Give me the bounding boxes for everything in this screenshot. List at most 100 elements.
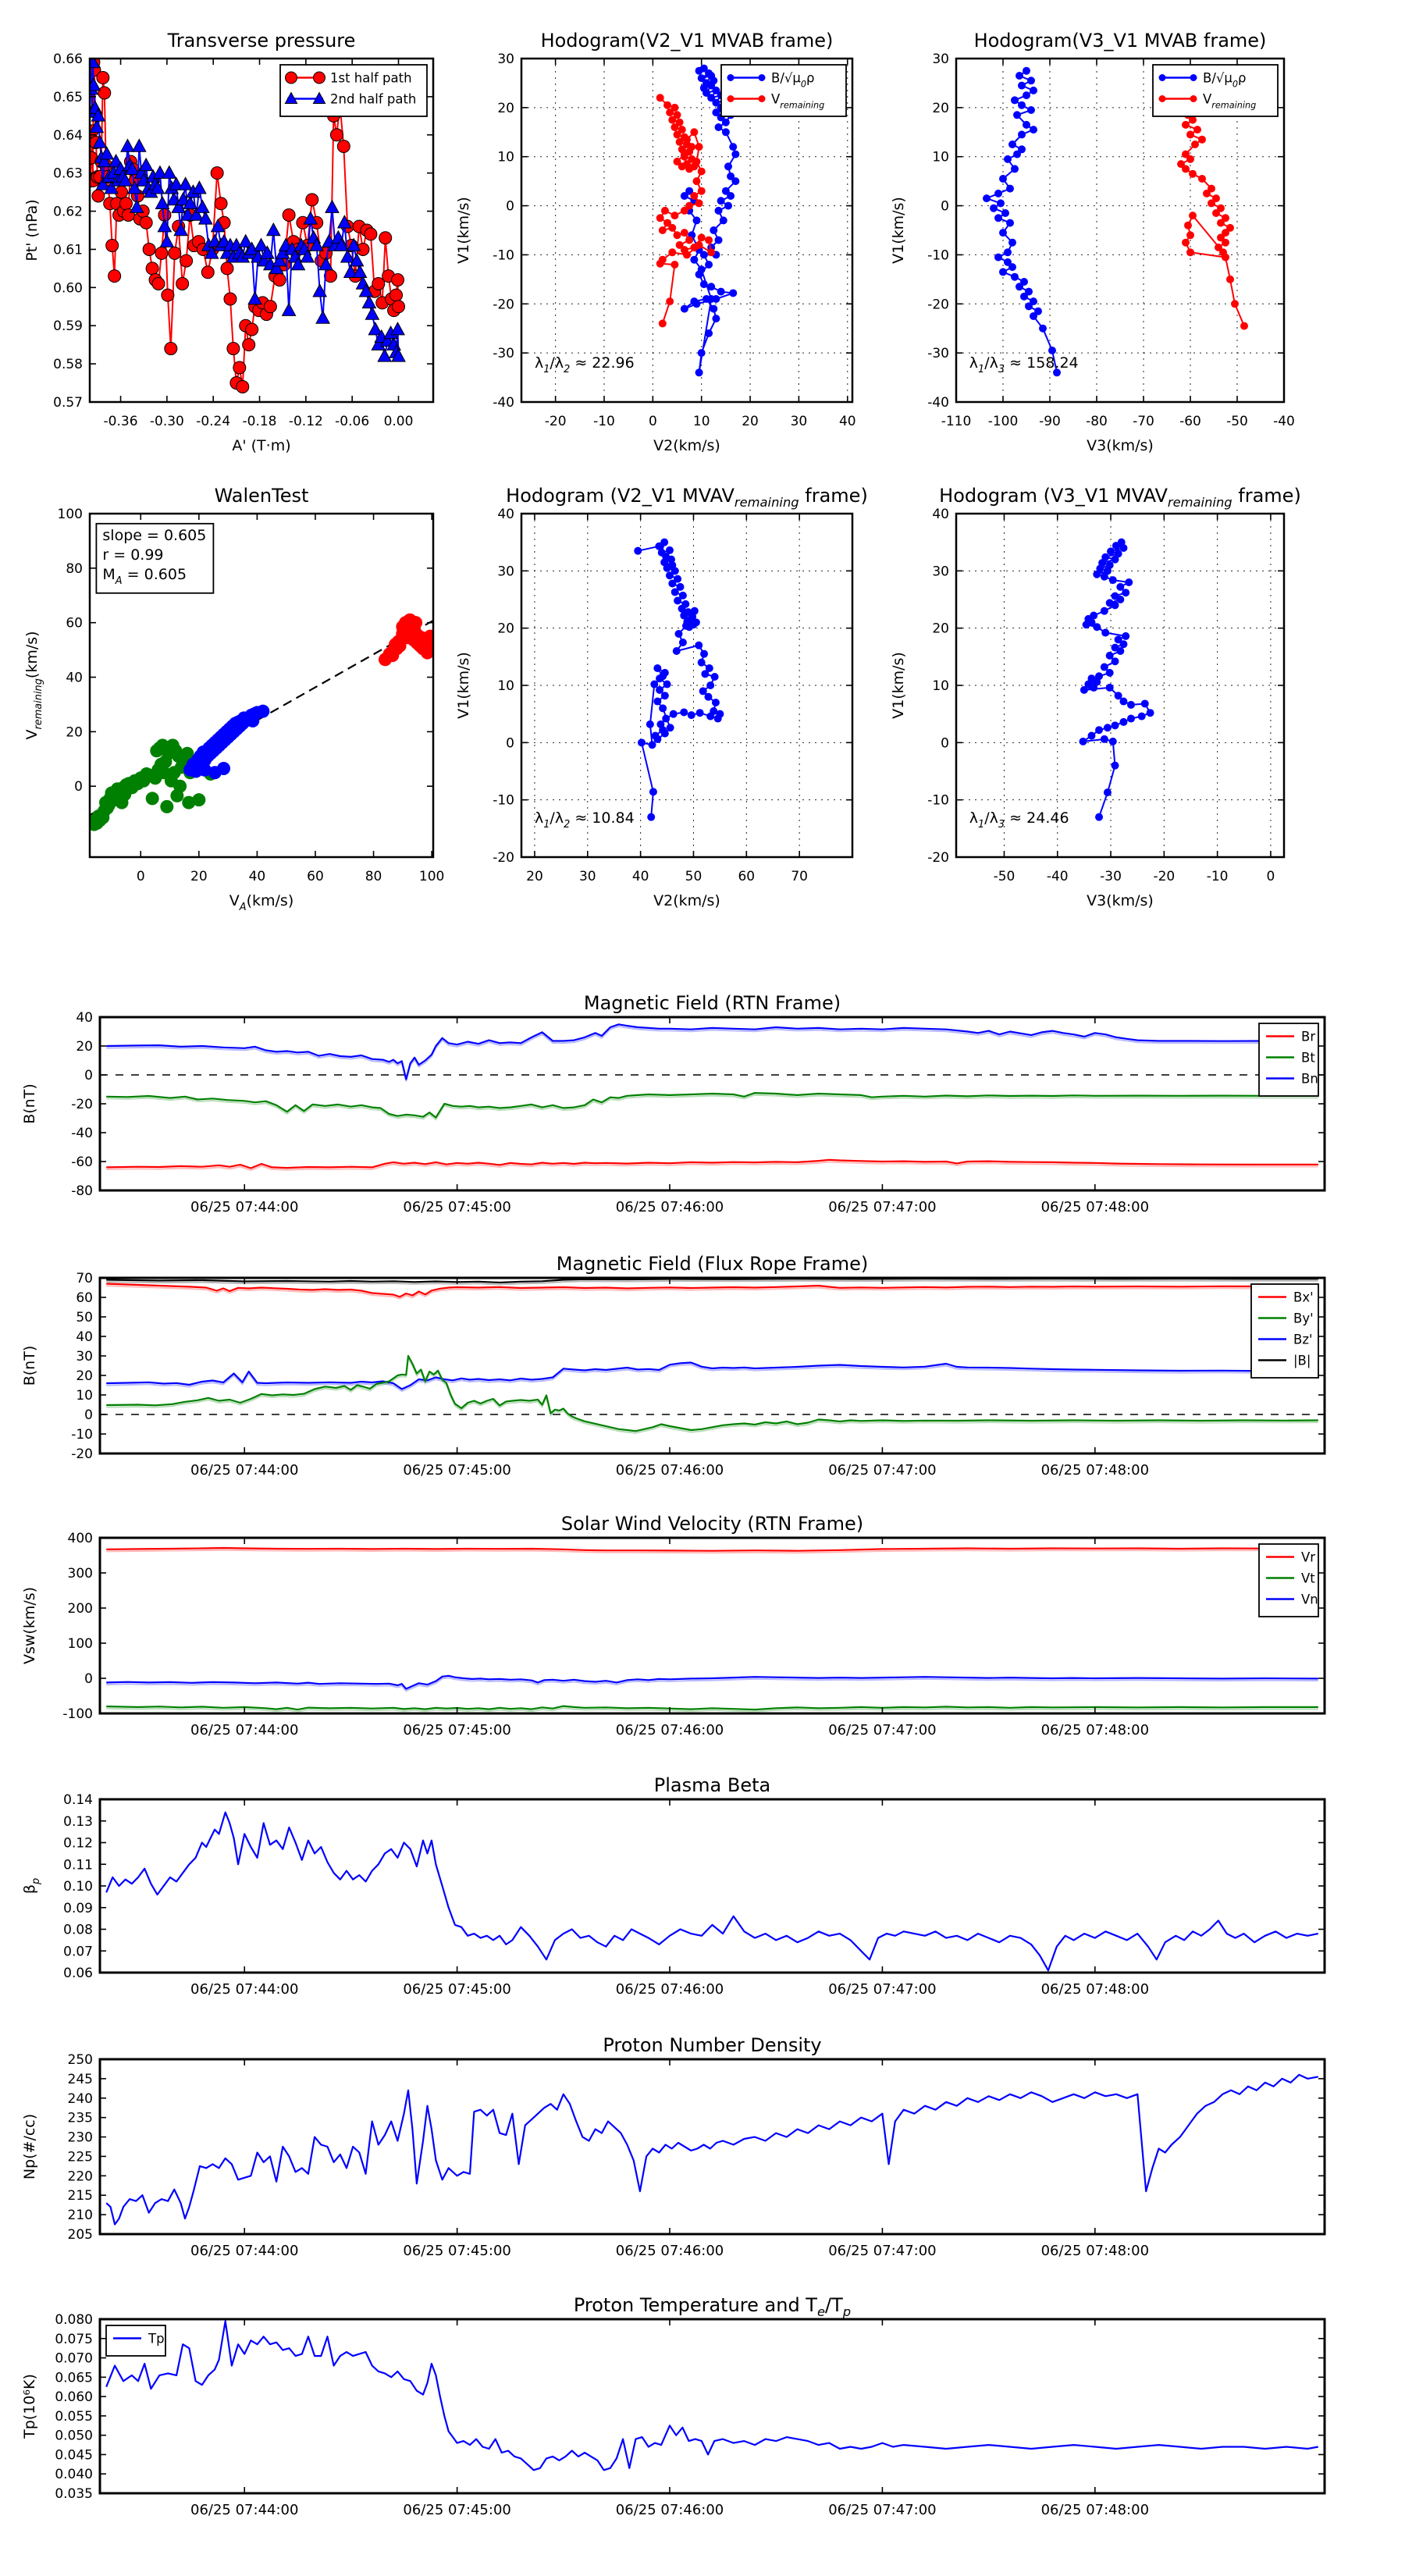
hodogram-v2v1-mvav-xtick: 20 xyxy=(526,869,543,884)
magnetic-field-flux-rope-ytick: -10 xyxy=(71,1427,93,1443)
proton-number-density-ylabel: Np(#/cc) xyxy=(21,2114,38,2179)
proton-number-density-title: Proton Number Density xyxy=(603,2034,821,2056)
proton-number-density-ytick: 205 xyxy=(68,2227,93,2243)
hodogram-v2v1-mvab-xtick: 0 xyxy=(649,414,657,429)
hodogram-v2v1-mvav-ytick: 20 xyxy=(497,621,514,637)
proton-temperature-legend-label: Tp xyxy=(148,2332,165,2347)
magnetic-field-rtn-legend-label: Br xyxy=(1301,1030,1315,1044)
magnetic-field-flux-rope-ytick: 20 xyxy=(76,1368,93,1384)
magnetic-field-rtn-ylabel: B(nT) xyxy=(21,1083,38,1124)
hodogram-v2v1-mvab-ytick: 10 xyxy=(497,150,514,165)
solar-wind-velocity-legend-label: Vt xyxy=(1301,1571,1315,1586)
magnetic-field-rtn-series-Br xyxy=(106,1158,1318,1169)
proton-number-density-ytick: 235 xyxy=(68,2111,93,2126)
walen-test-panel: 0 20 40 60 80 100 0 20 40 60 80 100 WalenTest VA(km/s… xyxy=(23,485,444,913)
hodogram-v3v1-mvav-ytick: 20 xyxy=(932,621,949,637)
walen-test-xtick: 0 xyxy=(137,869,145,884)
transverse-pressure-ytick: 0.64 xyxy=(53,128,83,144)
plasma-beta-panel: 06/25 07:44:00 06/25 07:45:00 06/25 07:46:… xyxy=(21,1774,1326,1998)
hodogram-v2v1-mvav-xtick: 60 xyxy=(738,869,755,884)
transverse-pressure-ylabel: Pt' (nPa) xyxy=(23,199,41,261)
hodogram-v3v1-mvav-ytick: 10 xyxy=(932,678,949,694)
hodogram-v3v1-mvab-axes-frame xyxy=(955,57,1286,404)
proton-number-density-ytick: 240 xyxy=(68,2091,93,2107)
hodogram-v2v1-mvab-xtick: -20 xyxy=(545,414,567,429)
plasma-beta-ylabel: βp xyxy=(21,1878,42,1894)
hodogram-v2v1-mvab-panel: -20 -10 0 10 20 30 40 -40 -30 -20 -10 0 10 20 30 Hodogr… xyxy=(455,30,856,454)
magnetic-field-flux-rope-ytick: -20 xyxy=(71,1446,93,1462)
hodogram-v2v1-mvav-ytick: -10 xyxy=(493,793,514,809)
transverse-pressure-xlabel: A' (T·m) xyxy=(232,437,290,454)
hodogram-v2v1-mvab-ytick: 0 xyxy=(506,199,514,215)
proton-number-density-xtick: 06/25 07:48:00 xyxy=(1041,2243,1149,2259)
hodogram-v3v1-mvav-ytick: 30 xyxy=(932,564,949,579)
transverse-pressure-xtick: -0.06 xyxy=(335,414,369,429)
hodogram-v3v1-mvab-ytick: -10 xyxy=(927,247,949,263)
hodogram-v3v1-mvab-xtick: -50 xyxy=(1226,414,1248,429)
hodogram-v2v1-mvab-xtick: -10 xyxy=(593,414,615,429)
solar-wind-velocity-series-Vn xyxy=(106,1674,1318,1690)
magnetic-field-rtn-panel: 06/25 07:44:00 06/25 07:45:00 06/25 07:46:… xyxy=(21,992,1326,1215)
plasma-beta-xtick: 06/25 07:44:00 xyxy=(190,1981,298,1998)
proton-temperature-ytick: 0.080 xyxy=(55,2312,93,2328)
solar-wind-velocity-ytick: 400 xyxy=(68,1531,93,1546)
plasma-beta-ytick: 0.09 xyxy=(63,1901,93,1916)
proton-number-density-ytick: 215 xyxy=(68,2188,93,2204)
hodogram-v2v1-mvav-xtick: 50 xyxy=(685,869,702,884)
hodogram-v3v1-mvav-xtick: 0 xyxy=(1267,869,1275,884)
hodogram-v2v1-mvab-xlabel: V2(km/s) xyxy=(653,437,720,454)
hodogram-v3v1-mvab-legend: B/√μ0ρ Vremaining xyxy=(1152,64,1279,117)
hodogram-v3v1-mvab-xtick: -70 xyxy=(1133,414,1154,429)
solar-wind-velocity-legend: Vr Vt Vn xyxy=(1258,1543,1319,1617)
walen-test-markers-last-third xyxy=(378,613,434,667)
transverse-pressure-ytick: 0.60 xyxy=(53,280,83,296)
walen-test-stats-line: r = 0.99 xyxy=(102,546,163,564)
hodogram-v3v1-mvav-ytick: 0 xyxy=(941,735,949,751)
magnetic-field-rtn-title: Magnetic Field (RTN Frame) xyxy=(584,992,841,1014)
walen-test-ytick: 100 xyxy=(58,507,83,522)
solar-wind-velocity-xtick: 06/25 07:44:00 xyxy=(190,1722,298,1738)
hodogram-v3v1-mvab-xtick: -110 xyxy=(941,414,972,429)
proton-temperature-ytick: 0.060 xyxy=(55,2389,93,2405)
magnetic-field-flux-rope-panel: 06/25 07:44:00 06/25 07:45:00 06/25 07:46:… xyxy=(21,1253,1326,1478)
hodogram-v2v1-mvab-ytick: -30 xyxy=(493,346,514,361)
hodogram-v3v1-mvab-legend-label: B/√μ0ρ xyxy=(1203,71,1247,90)
hodogram-v3v1-mvav-ytick: -20 xyxy=(927,850,949,866)
transverse-pressure-ytick: 0.58 xyxy=(53,357,83,372)
hodogram-v3v1-mvab-xtick: -90 xyxy=(1039,414,1061,429)
magnetic-field-rtn-legend: Br Bt Bn xyxy=(1258,1023,1319,1097)
magnetic-field-rtn-legend-label: Bn xyxy=(1301,1072,1318,1087)
transverse-pressure-title: Transverse pressure xyxy=(167,30,356,52)
transverse-pressure-ytick: 0.66 xyxy=(53,52,83,67)
walen-test-markers-middle-third xyxy=(183,704,270,780)
hodogram-v2v1-mvab-annotation: λ1/λ2 ≈ 22.96 xyxy=(535,354,635,375)
transverse-pressure-ytick: 0.59 xyxy=(53,318,83,334)
transverse-pressure-xtick: -0.36 xyxy=(104,414,138,429)
proton-number-density-series-Np xyxy=(105,2073,1318,2226)
hodogram-v3v1-mvab-ytick: 20 xyxy=(932,101,949,116)
plasma-beta-xtick: 06/25 07:45:00 xyxy=(403,1981,510,1998)
proton-temperature-ytick: 0.035 xyxy=(55,2486,93,2502)
hodogram-v3v1-mvav-xtick: -30 xyxy=(1100,869,1122,884)
transverse-pressure-legend-label: 1st half path xyxy=(330,71,412,86)
magnetic-field-flux-rope-axes-frame xyxy=(98,1276,1326,1455)
proton-temperature-legend: Tp xyxy=(105,2325,166,2357)
plasma-beta-ytick: 0.06 xyxy=(63,1966,93,1981)
walen-test-markers-first-third xyxy=(89,738,218,831)
transverse-pressure-ytick: 0.61 xyxy=(53,242,83,258)
proton-temperature-ytick: 0.065 xyxy=(55,2370,93,2386)
magnetic-field-flux-rope-legend-label: Bz' xyxy=(1293,1332,1313,1347)
plasma-beta-xtick: 06/25 07:48:00 xyxy=(1041,1981,1149,1998)
hodogram-v2v1-mvab-legend-label: B/√μ0ρ xyxy=(771,71,815,90)
magnetic-field-rtn-ytick: -80 xyxy=(71,1183,93,1199)
hodogram-v3v1-mvab-xtick: -100 xyxy=(988,414,1019,429)
hodogram-v2v1-mvab-xtick: 30 xyxy=(791,414,808,429)
hodogram-v3v1-mvav-xtick: -40 xyxy=(1047,869,1069,884)
hodogram-v2v1-mvab-title: Hodogram(V2_V1 MVAB frame) xyxy=(541,30,834,52)
proton-number-density-xtick: 06/25 07:47:00 xyxy=(828,2243,936,2259)
magnetic-field-flux-rope-ytick: 50 xyxy=(76,1310,93,1325)
plasma-beta-xtick: 06/25 07:47:00 xyxy=(828,1981,936,1998)
magnetic-field-rtn-ytick: 40 xyxy=(76,1010,93,1026)
solar-wind-velocity-legend-label: Vn xyxy=(1301,1592,1318,1607)
